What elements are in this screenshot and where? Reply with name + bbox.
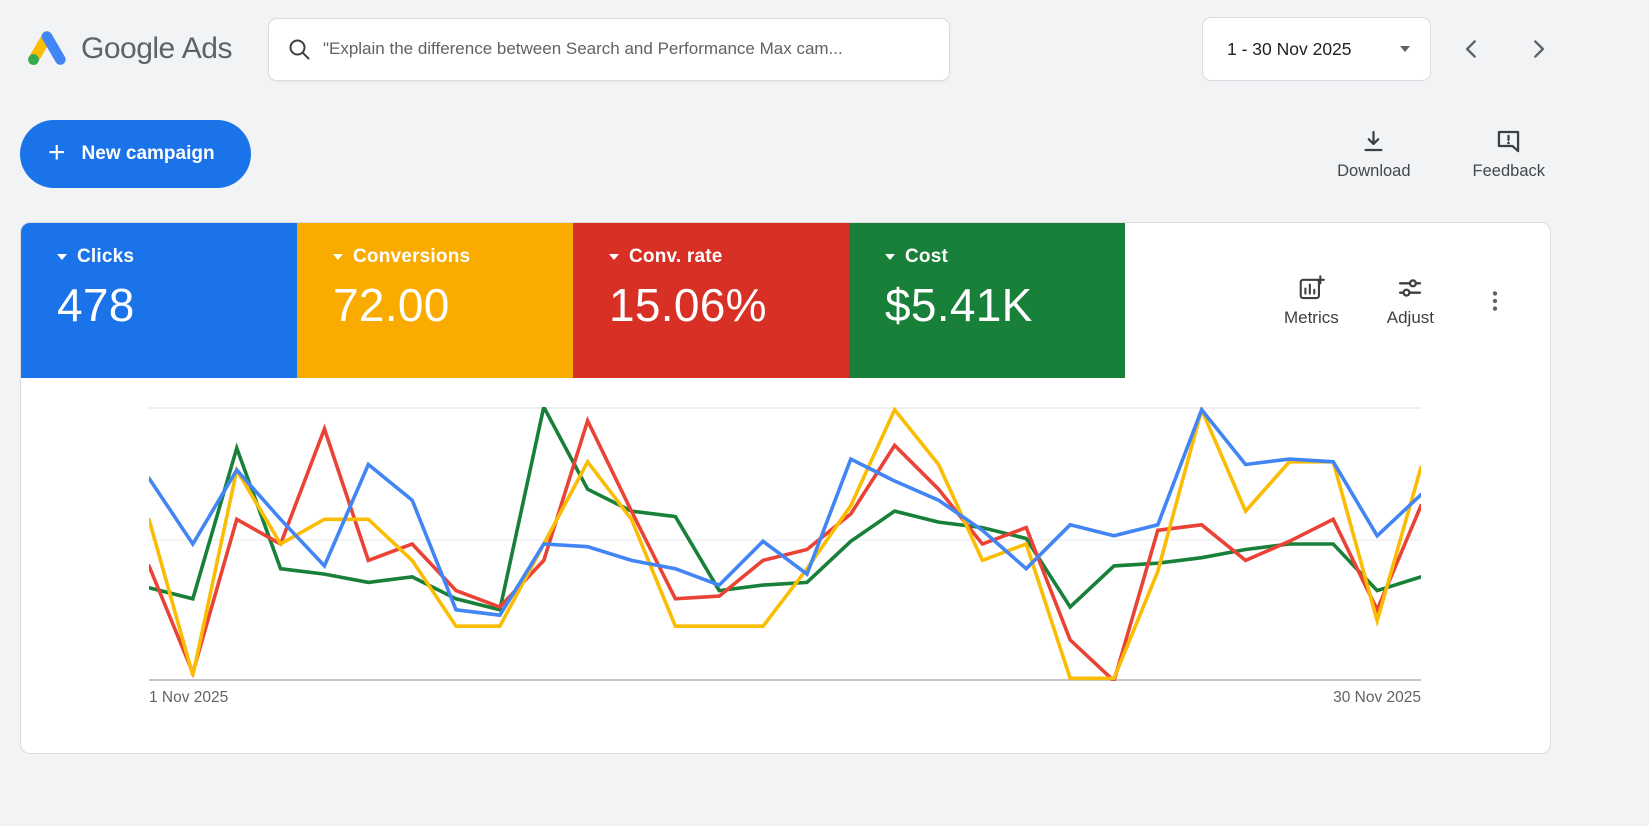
caret-down-icon — [333, 254, 343, 260]
topbar-right: 1 - 30 Nov 2025 — [1202, 17, 1557, 81]
metrics-label: Metrics — [1283, 307, 1339, 327]
download-label: Download — [1337, 161, 1411, 180]
scorecards-row: Clicks 478 Conversions 72.00 Conv. rate … — [21, 223, 1550, 378]
scorecard-label: Conversions — [353, 246, 471, 267]
brand-wordmark: Google Ads — [81, 32, 232, 66]
scorecard-value: $5.41K — [885, 279, 1033, 331]
brand-ads: Ads — [181, 32, 233, 65]
metrics-button[interactable]: Metrics — [1284, 274, 1339, 328]
action-right-group: Download Feedback — [1337, 128, 1545, 181]
scorecard-label: Cost — [905, 246, 949, 267]
feedback-icon — [1498, 130, 1520, 152]
date-next-button[interactable] — [1519, 30, 1557, 68]
scorecard-metric-selector[interactable]: Clicks — [57, 246, 297, 268]
performance-panel: Clicks 478 Conversions 72.00 Conv. rate … — [20, 222, 1551, 754]
date-range-label: 1 - 30 Nov 2025 — [1227, 38, 1352, 59]
plus-icon: + — [48, 135, 66, 169]
caret-down-icon — [1400, 46, 1410, 52]
download-button[interactable]: Download — [1337, 128, 1411, 181]
adjust-button[interactable]: Adjust — [1387, 274, 1434, 328]
google-ads-logo-icon — [28, 31, 66, 65]
date-prev-button[interactable] — [1453, 30, 1491, 68]
scorecard-metric-selector[interactable]: Conv. rate — [609, 246, 849, 268]
scorecard-metric-selector[interactable]: Cost — [885, 246, 1125, 268]
download-icon — [1364, 130, 1383, 151]
caret-down-icon — [609, 254, 619, 260]
search-icon — [289, 39, 310, 60]
search-box[interactable] — [267, 17, 950, 81]
adjust-icon — [1399, 278, 1422, 297]
new-campaign-label: New campaign — [81, 143, 215, 164]
scorecard-metric-selector[interactable]: Conversions — [333, 246, 573, 268]
scorecard-value: 72.00 — [333, 279, 450, 331]
brand-google: Google — [81, 32, 175, 65]
scorecard-clicks[interactable]: Clicks 478 — [21, 223, 297, 378]
performance-line-chart[interactable] — [149, 407, 1421, 681]
chart-controls: Metrics Adjust — [1125, 223, 1550, 378]
more-options-button[interactable] — [1476, 282, 1514, 320]
action-row: + New campaign Download Feedback — [0, 82, 1649, 188]
metrics-icon — [1300, 274, 1326, 299]
scorecard-label: Clicks — [77, 246, 135, 267]
date-range-picker[interactable]: 1 - 30 Nov 2025 — [1202, 17, 1431, 81]
search-input[interactable] — [322, 39, 931, 59]
scorecard-conversions[interactable]: Conversions 72.00 — [297, 223, 573, 378]
adjust-label: Adjust — [1386, 307, 1434, 327]
feedback-label: Feedback — [1472, 161, 1545, 180]
axis-start-label: 1 Nov 2025 — [149, 689, 229, 706]
chevron-left-icon — [1465, 40, 1476, 58]
new-campaign-button[interactable]: + New campaign — [20, 120, 251, 188]
kebab-menu-icon — [1492, 290, 1498, 311]
feedback-button[interactable]: Feedback — [1473, 128, 1545, 181]
chevron-right-icon — [1534, 40, 1545, 58]
scorecard-label: Conv. rate — [629, 246, 723, 267]
chart-x-axis: 1 Nov 2025 30 Nov 2025 — [149, 689, 1421, 753]
scorecard-conv-rate[interactable]: Conv. rate 15.06% — [573, 223, 849, 378]
scorecard-value: 15.06% — [609, 279, 767, 331]
scorecard-value: 478 — [57, 279, 135, 331]
scorecard-cost[interactable]: Cost $5.41K — [849, 223, 1125, 378]
caret-down-icon — [885, 254, 895, 260]
google-ads-logo[interactable]: Google Ads — [23, 26, 232, 72]
chart-canvas — [149, 407, 1421, 681]
axis-end-label: 30 Nov 2025 — [1333, 689, 1421, 706]
caret-down-icon — [57, 254, 67, 260]
